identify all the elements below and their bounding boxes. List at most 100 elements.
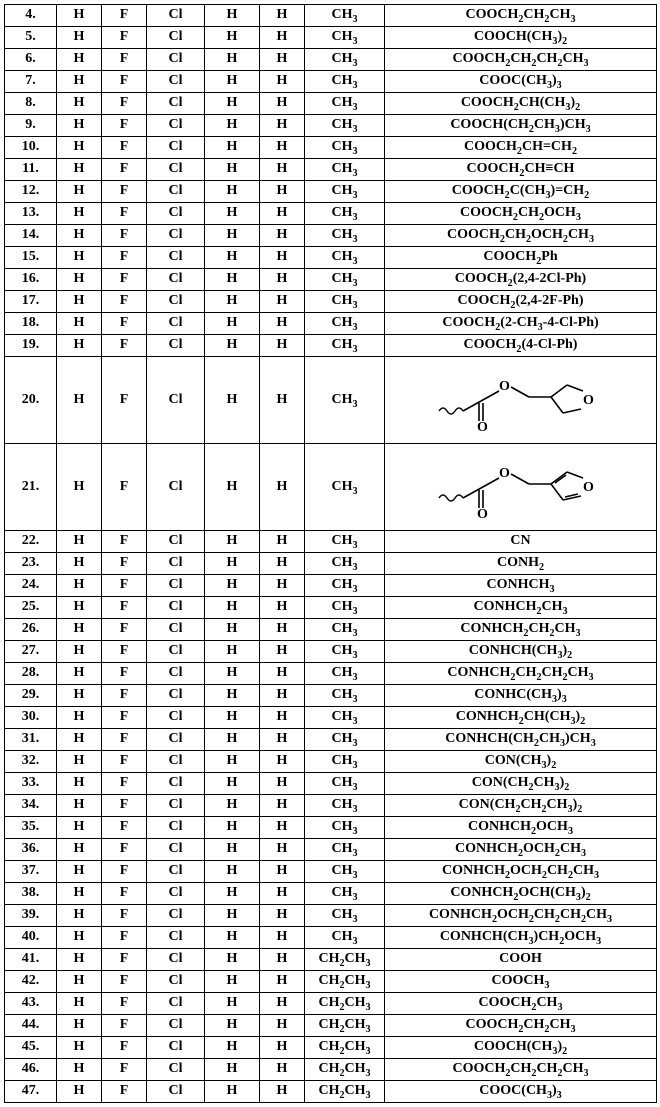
cell: H xyxy=(57,291,102,313)
cell: F xyxy=(102,291,147,313)
cell: H xyxy=(260,357,305,444)
row-number: 47. xyxy=(5,1081,57,1103)
row-number: 28. xyxy=(5,663,57,685)
cell: F xyxy=(102,357,147,444)
substituent-cell: COOCH(CH3)2 xyxy=(385,27,657,49)
cell: CH2CH3 xyxy=(305,1081,385,1103)
substituent-cell: CONHCH(CH2CH3)CH3 xyxy=(385,729,657,751)
cell: CH3 xyxy=(305,553,385,575)
svg-text:O: O xyxy=(477,420,488,433)
cell: Cl xyxy=(147,729,205,751)
row-number: 37. xyxy=(5,861,57,883)
cell: H xyxy=(57,357,102,444)
cell: Cl xyxy=(147,335,205,357)
row-number: 15. xyxy=(5,247,57,269)
cell: CH3 xyxy=(305,247,385,269)
substituent-cell: O O O xyxy=(385,444,657,531)
cell: F xyxy=(102,641,147,663)
table-row: 21.HFClHHCH3 O O O xyxy=(5,444,657,531)
cell: CH3 xyxy=(305,773,385,795)
cell: F xyxy=(102,1015,147,1037)
substituent-cell: COOCH2CH2OCH2CH3 xyxy=(385,225,657,247)
table-row: 34.HFClHHCH3CON(CH2CH2CH3)2 xyxy=(5,795,657,817)
row-number: 24. xyxy=(5,575,57,597)
cell: H xyxy=(260,1037,305,1059)
cell: CH2CH3 xyxy=(305,971,385,993)
cell: Cl xyxy=(147,773,205,795)
cell: F xyxy=(102,817,147,839)
cell: H xyxy=(205,444,260,531)
cell: H xyxy=(260,575,305,597)
cell: H xyxy=(57,203,102,225)
cell: CH3 xyxy=(305,115,385,137)
cell: Cl xyxy=(147,1059,205,1081)
substituent-cell: COOCH(CH3)2 xyxy=(385,1037,657,1059)
substituent-cell: COOCH2C(CH3)=CH2 xyxy=(385,181,657,203)
row-number: 19. xyxy=(5,335,57,357)
cell: Cl xyxy=(147,93,205,115)
row-number: 27. xyxy=(5,641,57,663)
substituent-cell: CONHCH(CH3)CH2OCH3 xyxy=(385,927,657,949)
cell: F xyxy=(102,707,147,729)
cell: CH3 xyxy=(305,641,385,663)
cell: CH3 xyxy=(305,575,385,597)
table-row: 16.HFClHHCH3COOCH2(2,4-2Cl-Ph) xyxy=(5,269,657,291)
cell: CH3 xyxy=(305,181,385,203)
row-number: 32. xyxy=(5,751,57,773)
cell: H xyxy=(260,861,305,883)
substituent-cell: COOCH2(2,4-2F-Ph) xyxy=(385,291,657,313)
cell: F xyxy=(102,927,147,949)
substituent-cell: COOC(CH3)3 xyxy=(385,71,657,93)
cell: H xyxy=(57,335,102,357)
cell: Cl xyxy=(147,641,205,663)
svg-text:O: O xyxy=(477,507,488,520)
row-number: 45. xyxy=(5,1037,57,1059)
cell: H xyxy=(205,1081,260,1103)
cell: H xyxy=(57,597,102,619)
table-row: 32.HFClHHCH3CON(CH3)2 xyxy=(5,751,657,773)
cell: H xyxy=(57,49,102,71)
cell: H xyxy=(205,795,260,817)
substituent-cell: CONH2 xyxy=(385,553,657,575)
cell: Cl xyxy=(147,49,205,71)
cell: H xyxy=(260,269,305,291)
cell: F xyxy=(102,335,147,357)
cell: H xyxy=(260,729,305,751)
table-row: 30.HFClHHCH3CONHCH2CH(CH3)2 xyxy=(5,707,657,729)
cell: CH3 xyxy=(305,663,385,685)
cell: CH3 xyxy=(305,861,385,883)
cell: H xyxy=(57,1081,102,1103)
cell: Cl xyxy=(147,1081,205,1103)
cell: H xyxy=(205,729,260,751)
cell: F xyxy=(102,444,147,531)
cell: H xyxy=(260,1059,305,1081)
cell: F xyxy=(102,137,147,159)
cell: H xyxy=(205,971,260,993)
table-row: 40.HFClHHCH3CONHCH(CH3)CH2OCH3 xyxy=(5,927,657,949)
cell: Cl xyxy=(147,181,205,203)
cell: H xyxy=(205,949,260,971)
row-number: 26. xyxy=(5,619,57,641)
cell: H xyxy=(260,291,305,313)
cell: H xyxy=(57,159,102,181)
cell: H xyxy=(260,137,305,159)
table-row: 43.HFClHHCH2CH3COOCH2CH3 xyxy=(5,993,657,1015)
cell: CH3 xyxy=(305,795,385,817)
cell: H xyxy=(205,641,260,663)
cell: H xyxy=(205,597,260,619)
cell: H xyxy=(205,839,260,861)
cell: H xyxy=(260,817,305,839)
substituent-cell: COOCH2CH2CH2CH3 xyxy=(385,1059,657,1081)
cell: H xyxy=(260,971,305,993)
cell: F xyxy=(102,773,147,795)
substituent-cell: COOCH2CH3 xyxy=(385,993,657,1015)
cell: Cl xyxy=(147,861,205,883)
cell: Cl xyxy=(147,619,205,641)
table-row: 8.HFClHHCH3COOCH2CH(CH3)2 xyxy=(5,93,657,115)
cell: Cl xyxy=(147,115,205,137)
substituent-cell: COOCH2(2,4-2Cl-Ph) xyxy=(385,269,657,291)
cell: CH3 xyxy=(305,927,385,949)
cell: H xyxy=(260,71,305,93)
table-row: 41.HFClHHCH2CH3COOH xyxy=(5,949,657,971)
cell: H xyxy=(260,1081,305,1103)
